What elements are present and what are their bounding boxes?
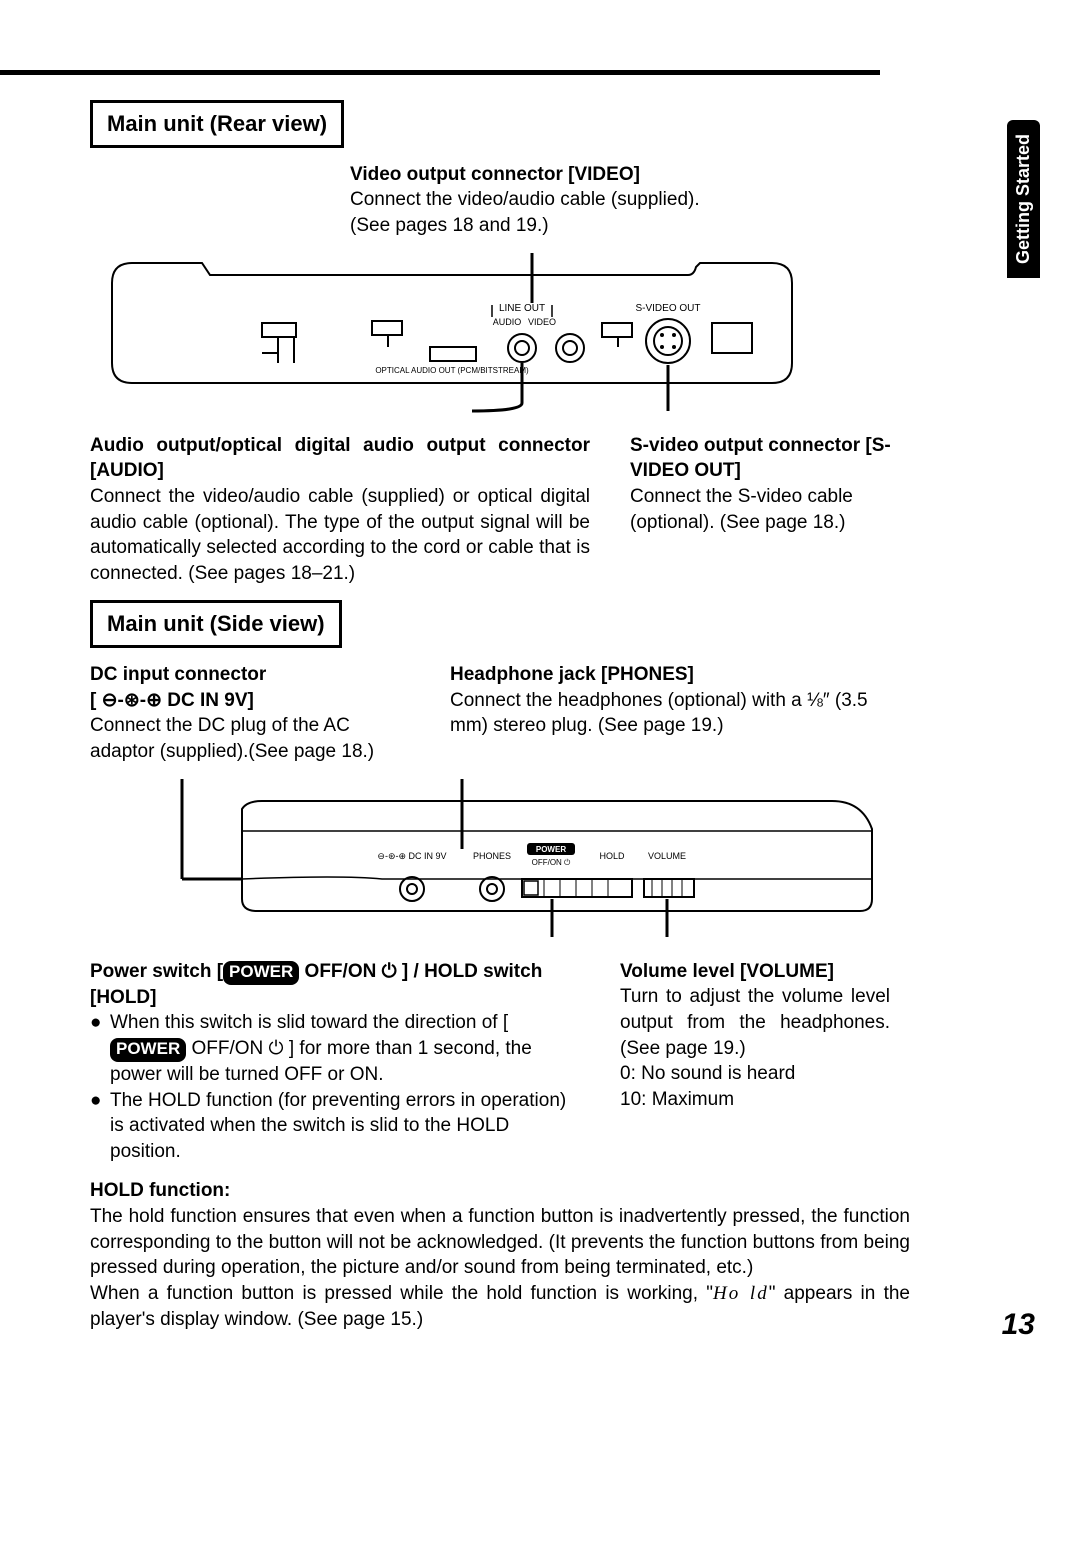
video-output-line2: (See pages 18 and 19.)	[350, 213, 910, 239]
dc-input-block: DC input connector [ ⊖-⊛-⊕ DC IN 9V] Con…	[90, 662, 410, 765]
section-title-rear-view: Main unit (Rear view)	[90, 100, 344, 148]
svideo-output-block: S-video output connector [S-VIDEO OUT] C…	[630, 433, 910, 587]
label-power: POWER	[536, 845, 566, 854]
volume-10: 10: Maximum	[620, 1087, 890, 1113]
label-audio: AUDIO	[493, 317, 522, 327]
power-bullet-1: ● When this switch is slid toward the di…	[90, 1010, 580, 1087]
rear-view-descriptions: Audio output/optical digital audio outpu…	[90, 433, 910, 587]
volume-0: 0: No sound is heard	[620, 1061, 890, 1087]
bullet-icon: ●	[90, 1010, 104, 1087]
label-optical: OPTICAL AUDIO OUT (PCM/BITSTREAM)	[375, 366, 529, 375]
label-phones: PHONES	[473, 851, 511, 861]
hold-heading: HOLD function:	[90, 1178, 910, 1204]
video-output-heading: Video output connector [VIDEO]	[350, 162, 910, 188]
label-svideo-out: S-VIDEO OUT	[635, 303, 700, 314]
power-bullet-1-text: When this switch is slid toward the dire…	[110, 1010, 580, 1087]
volume-heading: Volume level [VOLUME]	[620, 959, 890, 985]
video-output-block: Video output connector [VIDEO] Connect t…	[350, 162, 910, 239]
power-switch-block: Power switch [POWER OFF/ON ⏻ ] / HOLD sw…	[90, 959, 580, 1165]
hold-p2a: When a function button is pressed while …	[90, 1283, 713, 1304]
audio-output-heading: Audio output/optical digital audio outpu…	[90, 433, 590, 484]
power-b1a: When this switch is slid toward the dire…	[110, 1012, 508, 1033]
dc-input-sub: [ ⊖-⊛-⊕ DC IN 9V]	[90, 688, 410, 714]
volume-block: Volume level [VOLUME] Turn to adjust the…	[620, 959, 890, 1165]
label-volume: VOLUME	[648, 851, 686, 861]
label-offon: OFF/ON ⏻	[532, 858, 571, 867]
section-title-side-view: Main unit (Side view)	[90, 600, 342, 648]
hold-p1: The hold function ensures that even when…	[90, 1204, 910, 1281]
power-switch-heading: Power switch [POWER OFF/ON ⏻ ] / HOLD sw…	[90, 959, 580, 1011]
power-bullet-2: ● The HOLD function (for preventing erro…	[90, 1088, 580, 1165]
label-hold: HOLD	[599, 851, 625, 861]
power-heading-prefix: Power switch [	[90, 961, 223, 982]
phones-heading: Headphone jack [PHONES]	[450, 662, 910, 688]
hold-function-block: HOLD function: The hold function ensures…	[90, 1178, 910, 1332]
rear-view-diagram: LINE OUT AUDIO VIDEO S-VIDEO OUT OPTICAL…	[90, 251, 910, 415]
side-view-diagram: ⊖-⊛-⊕ DC IN 9V PHONES POWER OFF/ON ⏻ HOL…	[90, 777, 910, 941]
phones-block: Headphone jack [PHONES] Connect the head…	[450, 662, 910, 765]
page-content: Main unit (Rear view) Video output conne…	[90, 100, 910, 1332]
video-output-line1: Connect the video/audio cable (supplied)…	[350, 187, 910, 213]
dc-input-body: Connect the DC plug of the AC adaptor (s…	[90, 713, 410, 764]
side-view-bottom-row: Power switch [POWER OFF/ON ⏻ ] / HOLD sw…	[90, 959, 910, 1165]
side-tab-getting-started: Getting Started	[1007, 120, 1040, 278]
label-line-out: LINE OUT	[499, 303, 545, 314]
svideo-output-body: Connect the S-video cable (optional). (S…	[630, 484, 910, 535]
dc-input-heading: DC input connector	[90, 662, 410, 688]
hold-p2: When a function button is pressed while …	[90, 1281, 910, 1332]
side-view-top-row: DC input connector [ ⊖-⊛-⊕ DC IN 9V] Con…	[90, 662, 910, 765]
power-pill-icon: POWER	[223, 961, 299, 985]
svideo-output-heading: S-video output connector [S-VIDEO OUT]	[630, 433, 910, 484]
audio-output-body: Connect the video/audio cable (supplied)…	[90, 484, 590, 587]
top-rule	[0, 70, 880, 75]
audio-output-block: Audio output/optical digital audio outpu…	[90, 433, 590, 587]
label-dcin: ⊖-⊛-⊕ DC IN 9V	[377, 851, 446, 861]
phones-body: Connect the headphones (optional) with a…	[450, 688, 910, 739]
power-bullet-2-text: The HOLD function (for preventing errors…	[110, 1088, 580, 1165]
page-number: 13	[1002, 1308, 1035, 1342]
power-pill-icon-2: POWER	[110, 1038, 186, 1062]
volume-body: Turn to adjust the volume level output f…	[620, 984, 890, 1061]
hold-display-text: Ho ld	[713, 1283, 769, 1304]
bullet-icon: ●	[90, 1088, 104, 1165]
label-video: VIDEO	[528, 317, 556, 327]
